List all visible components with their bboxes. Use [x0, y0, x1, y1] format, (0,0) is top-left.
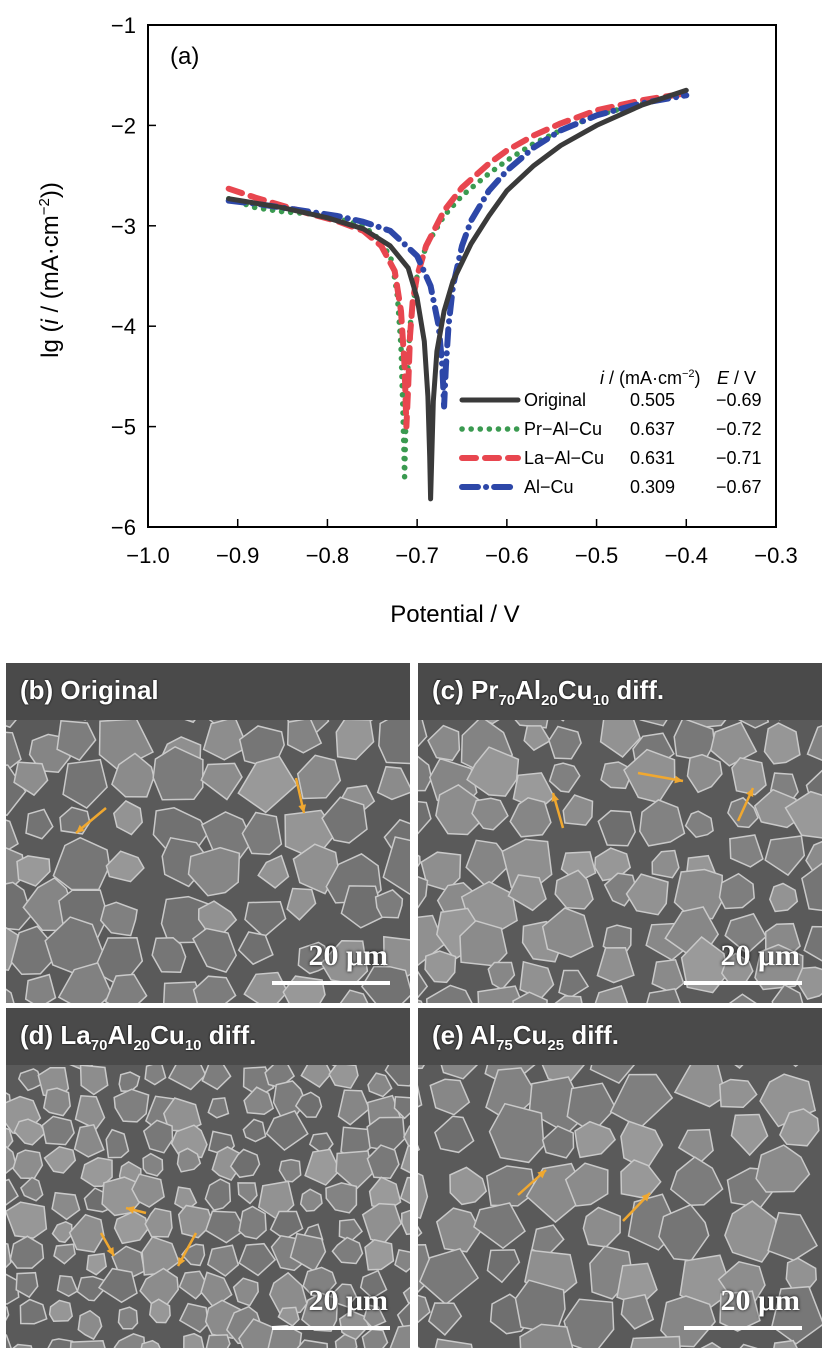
arrow-head: [746, 788, 754, 797]
panel-header: (d) La70Al20Cu10 diff.: [6, 1008, 410, 1065]
panel-header: (e) Al75Cu25 diff.: [418, 1008, 822, 1065]
scale-bar-label: 20 μm: [308, 939, 389, 972]
micrograph-panel: (b) Original 20 μm: [6, 663, 410, 1003]
arrow-head: [126, 1206, 135, 1214]
scale-bar: [272, 981, 390, 985]
scale-bar-label: 20 μm: [720, 1284, 801, 1317]
plot-frame: [147, 24, 777, 528]
y-tick-label: −5: [111, 415, 136, 440]
panel-header: (c) Pr70Al20Cu10 diff.: [418, 663, 822, 720]
y-axis-label: lg (i / (mA·cm−2)): [36, 182, 64, 358]
series-layer: [225, 87, 690, 502]
legend-current-value: 0.631: [630, 448, 675, 468]
arrow-head: [674, 775, 683, 784]
x-tick-label: −0.8: [306, 543, 349, 568]
panel-label: (a): [170, 43, 199, 70]
scale-bar-label: 20 μm: [720, 939, 801, 972]
legend-current-value: 0.505: [630, 390, 675, 410]
panel-title: (d) La70Al20Cu10 diff.: [20, 1020, 257, 1054]
legend-series-name: Original: [524, 390, 586, 410]
series-line-3: [225, 92, 690, 410]
sem-image: [418, 663, 822, 1003]
micrograph-panel: (d) La70Al20Cu10 diff. 20 μm: [6, 1008, 410, 1348]
x-tick-label: −0.3: [754, 543, 797, 568]
micrograph-panel: (c) Pr70Al20Cu10 diff. 20 μm: [418, 663, 822, 1003]
y-tick-label: −6: [111, 515, 136, 540]
panel-title: (b) Original: [20, 675, 159, 705]
polarization-chart: −1.0 −0.9 −0.8 −0.7 −0.6 −0.5 −0.4 −0.3 −1 −2 −3 −4…: [36, 13, 798, 628]
legend-header-i: i / (mA·cm−2): [600, 368, 701, 388]
arrow-head: [537, 1170, 546, 1179]
legend-potential-value: −0.67: [716, 477, 762, 497]
scale-bar: [684, 1326, 802, 1330]
arrow-head: [551, 793, 559, 802]
x-tick-label: −0.9: [216, 543, 259, 568]
panel-header: (b) Original: [6, 663, 410, 720]
legend-current-value: 0.637: [630, 419, 675, 439]
x-tick-label: −1.0: [126, 543, 169, 568]
legend-current-value: 0.309: [630, 477, 675, 497]
axis-ticks: −1.0 −0.9 −0.8 −0.7 −0.6 −0.5 −0.4 −0.3 −1 −2 −3 −4…: [111, 13, 798, 568]
arrow-head: [178, 1257, 186, 1266]
x-tick-label: −0.4: [665, 543, 708, 568]
legend-potential-value: −0.69: [716, 390, 762, 410]
arrow-head: [641, 1193, 650, 1202]
legend-series-name: La−Al−Cu: [524, 448, 604, 468]
legend: i / (mA·cm−2) E / V Original 0.505 −0.69 Pr…: [459, 368, 762, 497]
legend-series-name: Al−Cu: [524, 477, 574, 497]
series-line-0: [226, 87, 689, 502]
x-tick-label: −0.5: [575, 543, 618, 568]
arrow-head: [298, 804, 307, 813]
y-tick-label: −3: [111, 214, 136, 239]
legend-series-name: Pr−Al−Cu: [524, 419, 602, 439]
scale-bar: [684, 981, 802, 985]
scale-bar: [272, 1326, 390, 1330]
x-tick-label: −0.6: [485, 543, 528, 568]
x-axis-label: Potential / V: [390, 601, 519, 628]
panel-title: (c) Pr70Al20Cu10 diff.: [432, 675, 665, 709]
arrow-head: [76, 824, 85, 833]
legend-potential-value: −0.72: [716, 419, 762, 439]
panel-title: (e) Al75Cu25 diff.: [432, 1020, 619, 1054]
y-tick-label: −1: [111, 13, 136, 38]
y-tick-label: −4: [111, 314, 136, 339]
arrow-head: [106, 1247, 114, 1256]
x-tick-label: −0.7: [395, 543, 438, 568]
y-tick-label: −2: [111, 113, 136, 138]
scale-bar-label: 20 μm: [308, 1284, 389, 1317]
legend-potential-value: −0.71: [716, 448, 762, 468]
micrograph-panel: (e) Al75Cu25 diff. 20 μm: [418, 1008, 822, 1348]
legend-header-e: E / V: [717, 368, 756, 388]
